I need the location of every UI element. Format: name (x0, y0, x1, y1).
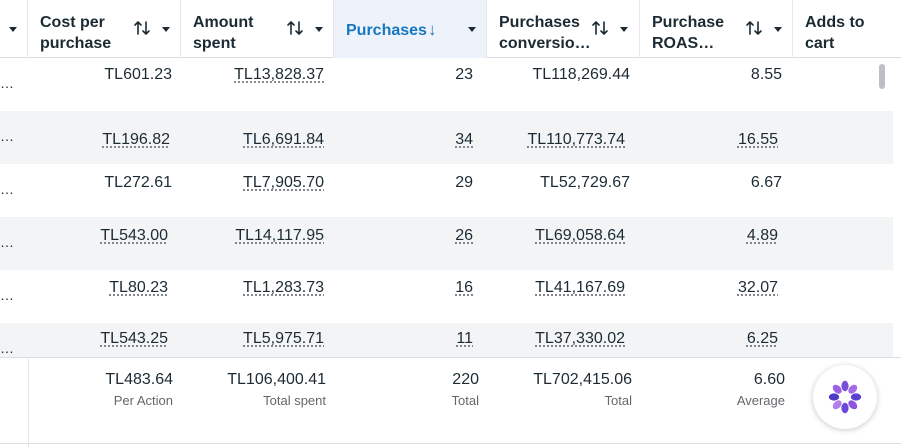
assistant-button[interactable] (813, 365, 877, 429)
truncated-cell: … (0, 340, 15, 356)
purchases-cell: 23 (455, 66, 473, 83)
column-label: Adds to cart (805, 14, 865, 52)
caret-down-icon[interactable] (162, 27, 170, 32)
caret-down-icon[interactable] (315, 27, 323, 32)
roas-cell[interactable]: 16.55 (737, 131, 778, 148)
sort-arrows-icon[interactable] (285, 18, 305, 38)
truncated-cell: … (0, 181, 15, 197)
conversion-value-cell: TL52,729.67 (540, 174, 630, 191)
truncated-cell: … (0, 287, 15, 303)
amount-spent-cell[interactable]: TL5,975.71 (243, 330, 324, 347)
column-header-adds-to-cart[interactable]: Adds to cart (793, 0, 901, 58)
caret-down-icon[interactable] (9, 27, 17, 32)
table-row[interactable]: … TL272.61 TL7,905.70 29 TL52,729.67 6.6… (0, 164, 893, 217)
amount-spent-cell[interactable]: TL7,905.70 (243, 174, 324, 191)
sort-arrows-icon[interactable] (744, 18, 764, 38)
roas-cell: 8.55 (750, 66, 782, 83)
column-header-purchases[interactable]: Purchases ↓ (334, 0, 487, 58)
table-row[interactable]: … TL196.82 TL6,691.84 34 TL110,773.74 16… (0, 111, 893, 164)
total-caption: Total spent (263, 393, 326, 408)
column-header-purchase-roas[interactable]: Purchase ROAS… (640, 0, 793, 58)
total-caption: Total (451, 393, 479, 408)
conversion-value-cell[interactable]: TL69,058.64 (535, 227, 625, 244)
cost-per-purchase-cell[interactable]: TL80.23 (109, 279, 168, 296)
column-header-amount-spent[interactable]: Amount spent (181, 0, 334, 58)
truncated-cell: … (0, 75, 15, 91)
table-header: Cost per purchase Amount spent Purchases… (0, 0, 901, 58)
purchases-cell[interactable]: 34 (455, 131, 473, 148)
roas-cell: 6.67 (750, 174, 782, 191)
roas-cell[interactable]: 32.07 (737, 279, 778, 296)
total-caption: Average (736, 393, 785, 408)
conversion-value-cell[interactable]: TL110,773.74 (527, 131, 625, 148)
caret-down-icon[interactable] (774, 27, 782, 32)
flower-logo-icon (828, 380, 862, 414)
table-totals-row: TL483.64 Per Action TL106,400.41 Total s… (0, 357, 901, 447)
caret-down-icon[interactable] (620, 27, 628, 32)
cost-per-purchase-cell: TL601.23 (104, 66, 172, 83)
amount-spent-cell[interactable]: TL14,117.95 (235, 227, 324, 244)
cost-per-purchase-cell[interactable]: TL543.25 (100, 330, 168, 347)
total-cost-per-purchase: TL483.64 (105, 371, 173, 388)
total-conversion-value: TL702,415.06 (533, 371, 632, 388)
truncated-cell: … (0, 234, 15, 250)
sort-arrows-icon[interactable] (132, 18, 152, 38)
amount-spent-cell[interactable]: TL6,691.84 (243, 131, 324, 148)
column-label: Amount spent (193, 14, 254, 52)
purchases-cell[interactable]: 11 (456, 330, 473, 347)
roas-cell[interactable]: 4.89 (746, 227, 778, 244)
purchases-cell[interactable]: 26 (455, 227, 473, 244)
vertical-scrollbar[interactable] (879, 64, 885, 89)
purchases-cell: 29 (455, 174, 473, 191)
amount-spent-cell[interactable]: TL13,828.37 (234, 66, 324, 83)
purchases-cell[interactable]: 16 (455, 279, 473, 296)
conversion-value-cell[interactable]: TL37,330.02 (535, 330, 625, 347)
caret-down-icon[interactable] (468, 27, 476, 32)
column-label: Purchases (346, 22, 427, 39)
truncated-cell: … (0, 128, 15, 144)
conversion-value-cell: TL118,269.44 (532, 66, 630, 83)
table-row[interactable]: … TL543.00 TL14,117.95 26 TL69,058.64 4.… (0, 217, 893, 270)
roas-cell[interactable]: 6.25 (746, 330, 778, 347)
cost-per-purchase-cell[interactable]: TL543.00 (100, 227, 168, 244)
column-header-truncated[interactable] (0, 0, 28, 58)
cost-per-purchase-cell[interactable]: TL196.82 (102, 131, 170, 148)
column-header-cost-per-purchase[interactable]: Cost per purchase (28, 0, 181, 58)
total-roas: 6.60 (753, 371, 785, 388)
amount-spent-cell[interactable]: TL1,283.73 (243, 279, 324, 296)
divider (0, 443, 901, 444)
column-header-purchases-conversion-value[interactable]: Purchases conversio… (487, 0, 640, 58)
total-purchases: 220 (452, 371, 479, 388)
table-row[interactable]: … TL601.23 TL13,828.37 23 TL118,269.44 8… (0, 58, 893, 111)
conversion-value-cell[interactable]: TL41,167.69 (535, 279, 625, 296)
column-label: Cost per purchase (40, 14, 112, 52)
sort-arrows-icon[interactable] (590, 18, 610, 38)
column-label: Purchases conversio… (499, 14, 591, 52)
table-row[interactable]: … TL80.23 TL1,283.73 16 TL41,167.69 32.0… (0, 270, 893, 323)
table-row[interactable]: … TL543.25 TL5,975.71 11 TL37,330.02 6.2… (0, 323, 893, 357)
total-caption: Total (604, 393, 632, 408)
cost-per-purchase-cell: TL272.61 (104, 174, 172, 191)
total-caption: Per Action (113, 393, 173, 408)
total-amount-spent: TL106,400.41 (227, 371, 326, 388)
divider (28, 358, 29, 447)
arrow-down-icon[interactable]: ↓ (428, 20, 437, 39)
column-label: Purchase ROAS… (652, 14, 725, 52)
